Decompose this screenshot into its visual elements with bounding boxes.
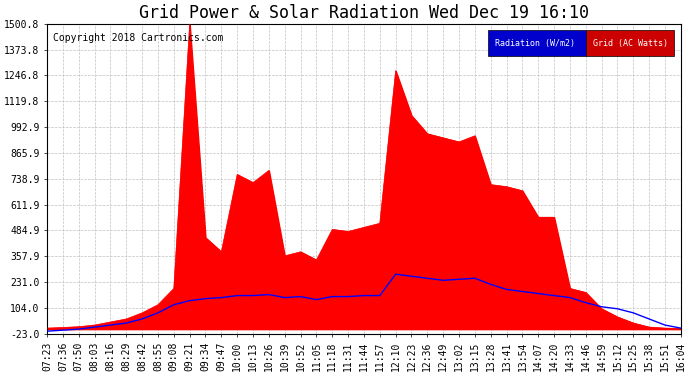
FancyBboxPatch shape bbox=[488, 30, 586, 56]
FancyBboxPatch shape bbox=[586, 30, 675, 56]
Title: Grid Power & Solar Radiation Wed Dec 19 16:10: Grid Power & Solar Radiation Wed Dec 19 … bbox=[139, 4, 589, 22]
Text: Grid (AC Watts): Grid (AC Watts) bbox=[593, 39, 668, 48]
Text: Radiation (W/m2): Radiation (W/m2) bbox=[495, 39, 575, 48]
Text: Copyright 2018 Cartronics.com: Copyright 2018 Cartronics.com bbox=[53, 33, 224, 43]
